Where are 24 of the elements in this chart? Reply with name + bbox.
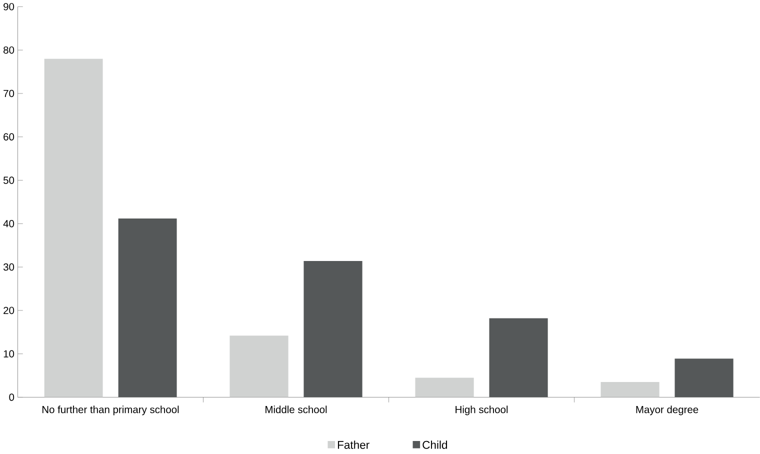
- legend-label: Child: [422, 440, 448, 449]
- y-tick-label: 10: [4, 350, 14, 358]
- bar: [674, 358, 734, 398]
- bar: [600, 382, 660, 398]
- x-tick-label: Mayor degree: [636, 406, 698, 416]
- bar: [489, 318, 548, 398]
- y-tick-label: 80: [4, 46, 14, 54]
- y-tick-label: 60: [4, 133, 14, 140]
- bar: [230, 336, 288, 398]
- x-tick-label: Middle school: [266, 406, 327, 414]
- bar: [118, 218, 177, 398]
- bar: [44, 58, 103, 398]
- y-tick-label: 70: [4, 90, 14, 97]
- x-tick-label: No further than primary school: [42, 406, 179, 416]
- bar: [415, 378, 474, 398]
- y-tick-label: 90: [4, 2, 14, 10]
- y-tick-label: 0: [9, 394, 14, 401]
- y-tick-label: 40: [3, 220, 14, 228]
- x-tick-label: High school: [456, 406, 508, 416]
- y-tick-label: 20: [4, 306, 14, 314]
- bar: [304, 260, 362, 398]
- y-tick-label: 30: [3, 263, 14, 271]
- legend-label: Father: [338, 440, 370, 449]
- y-tick-label: 50: [3, 176, 14, 184]
